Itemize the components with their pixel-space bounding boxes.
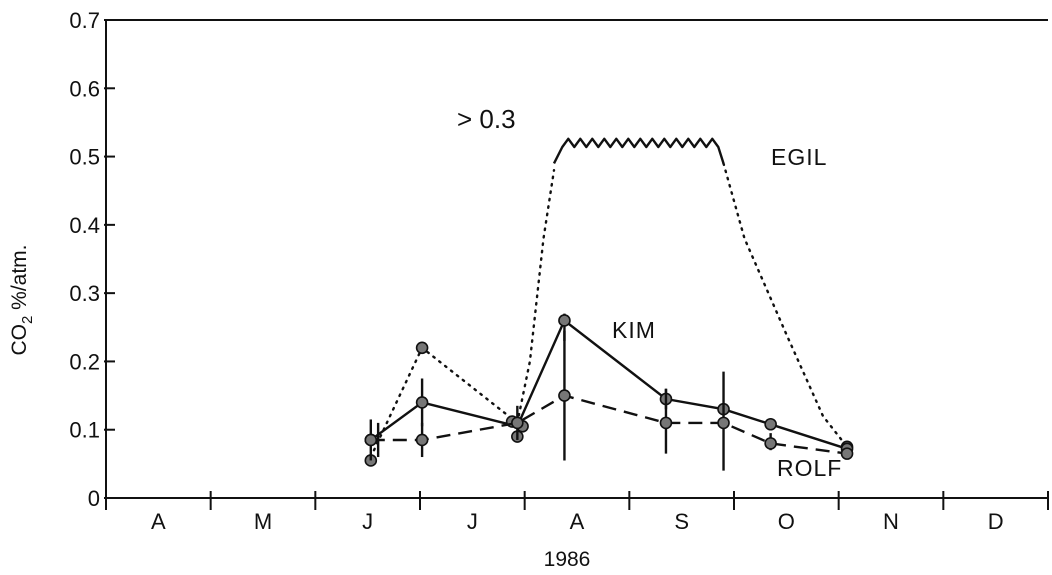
- series-egil-dotted-line: [369, 345, 519, 459]
- x-tick-label: J: [467, 509, 478, 534]
- y-axis-label-subscript: 2: [19, 316, 36, 324]
- series-rolf-point: [364, 433, 378, 447]
- y-tick-label: 0.6: [69, 76, 100, 101]
- y-axis-label: CO2 %/atm.: [8, 244, 36, 355]
- series-rolf-line: [370, 394, 848, 455]
- series-egil-dotted-line: [516, 168, 556, 425]
- y-tick-label: 0.1: [69, 418, 100, 443]
- y-tick-label: 0.3: [69, 281, 100, 306]
- series-rolf-point: [717, 416, 730, 430]
- x-tick-label: N: [883, 509, 899, 534]
- series-rolf-point: [764, 437, 777, 450]
- series-egil-point: [415, 341, 429, 355]
- series-rolf-point: [558, 389, 571, 402]
- series-kim-point: [764, 417, 777, 431]
- y-tick-label: 0.4: [69, 213, 100, 238]
- threshold-annotation: > 0.3: [457, 104, 516, 134]
- x-axis-label: 1986: [544, 548, 591, 571]
- series-kim-point: [415, 396, 429, 409]
- series-layer: [364, 137, 854, 471]
- x-tick-label: O: [778, 509, 795, 534]
- y-axis-label-rest: %/atm.: [8, 244, 31, 315]
- series-label-egil: EGIL: [771, 144, 827, 170]
- series-rolf-point: [415, 433, 429, 447]
- x-tick-label: A: [151, 509, 166, 534]
- series-egil-plateau-line: [552, 137, 725, 164]
- series-rolf-point: [511, 416, 524, 430]
- y-tick-label: 0.2: [69, 349, 100, 374]
- series-kim-point: [558, 314, 571, 327]
- x-tick-label: S: [674, 509, 689, 534]
- x-tick-label: J: [362, 509, 373, 534]
- series-label-rolf: ROLF: [777, 455, 842, 481]
- series-rolf-point: [840, 447, 854, 460]
- series-label-kim: KIM: [612, 317, 656, 343]
- y-tick-label: 0: [88, 486, 100, 511]
- series-rolf-point: [659, 416, 673, 430]
- y-axis-label-main: CO: [8, 324, 31, 356]
- x-tick-label: M: [254, 509, 272, 534]
- plot-frame: [105, 19, 1048, 499]
- x-tick-label: A: [570, 509, 585, 534]
- x-tick-label: D: [988, 509, 1004, 534]
- series-kim-line: [370, 318, 848, 450]
- series-egil-dotted-line: [722, 162, 849, 448]
- y-tick-label: 0.7: [69, 8, 100, 33]
- y-axis: 0 0.1 0.2 0.3 0.4 0.5 0.6 0.7: [69, 8, 115, 511]
- y-tick-label: 0.5: [69, 145, 100, 170]
